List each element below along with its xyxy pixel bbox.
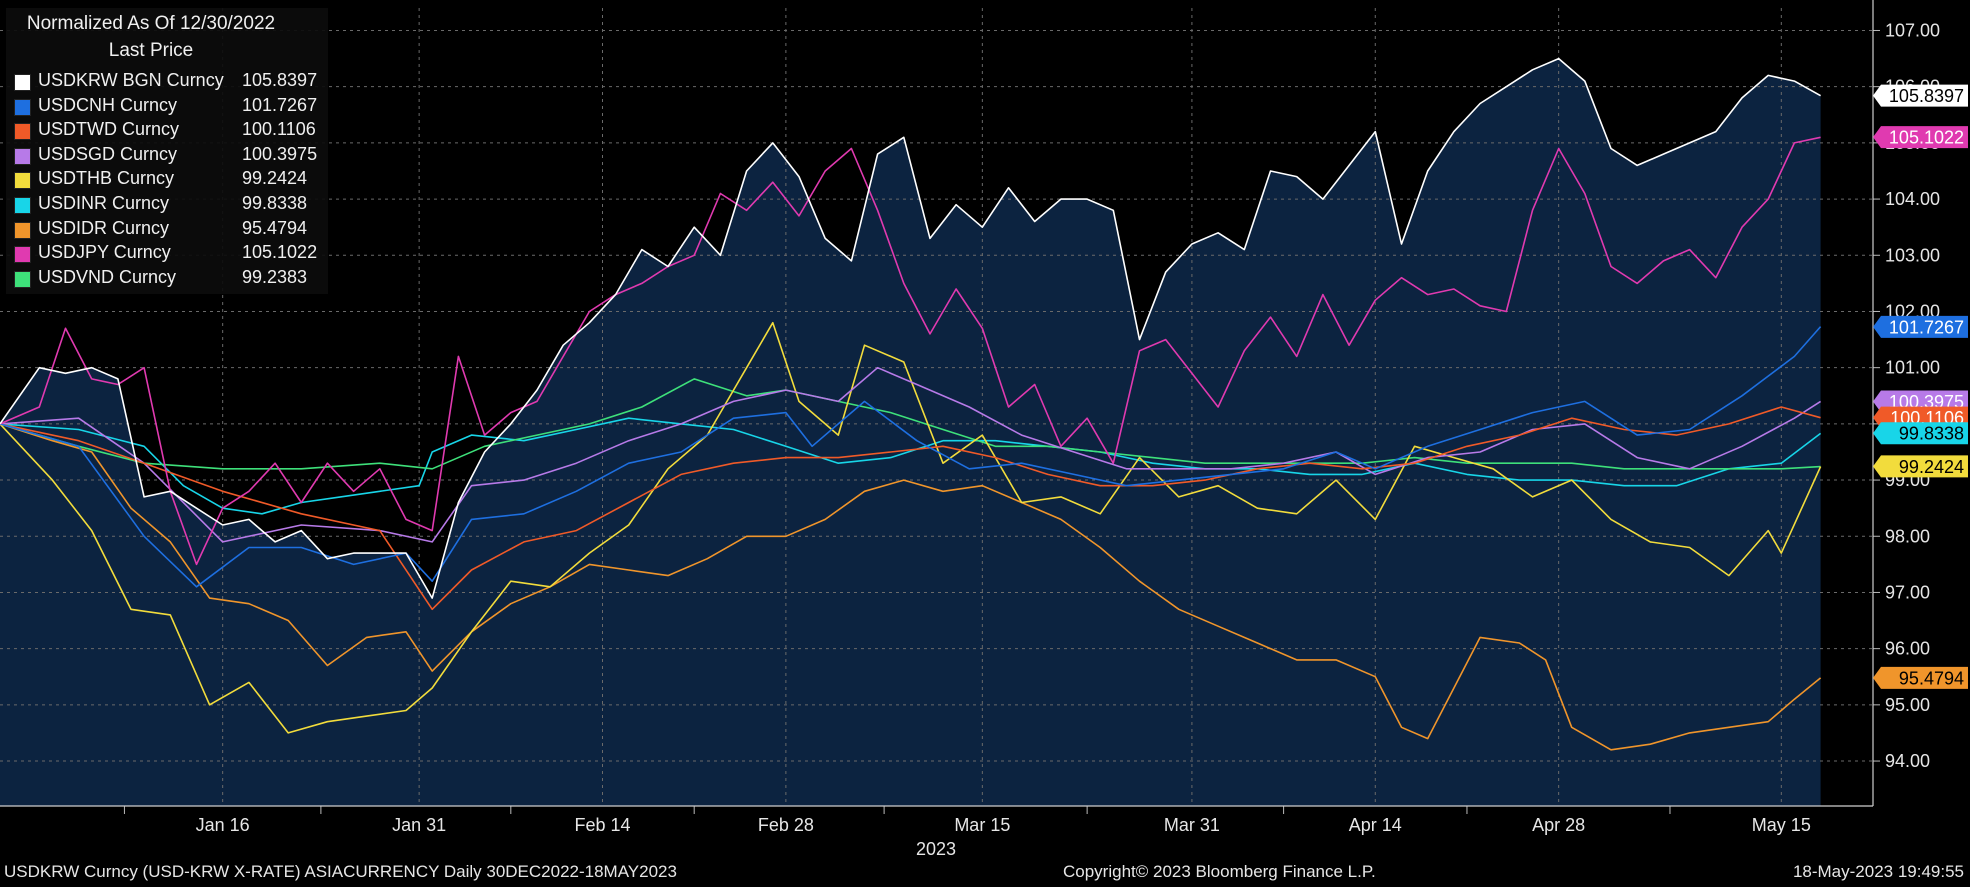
legend-series-name: USDVND Curncy: [38, 266, 177, 287]
legend-item: USDKRW BGN Curncy 105.8397: [14, 70, 334, 94]
last-value-tag: 101.7267: [1873, 315, 1968, 338]
legend-item: USDVND Curncy 99.2383: [14, 267, 334, 291]
y-tick-label: 96.00: [1885, 639, 1930, 659]
legend-item: USDTHB Curncy 99.2424: [14, 168, 334, 192]
legend-item: USDINR Curncy 99.8338: [14, 193, 334, 217]
x-tick-label: Mar 15: [954, 815, 1010, 835]
last-value-tag: 99.8338: [1873, 422, 1968, 445]
series-line-usdkrw: [0, 57, 1821, 599]
x-axis-label: 2023: [916, 839, 956, 859]
y-tick-label: 103.00: [1885, 245, 1940, 265]
legend-swatch: [14, 221, 31, 239]
footer-timestamp: 18-May-2023 19:49:55: [1792, 862, 1964, 881]
legend: Normalized As Of 12/30/2022 Last Price U…: [6, 8, 328, 294]
last-value-tag: 99.2424: [1873, 455, 1968, 478]
legend-series-last-price: 95.4794: [242, 217, 308, 238]
legend-series-last-price: 99.8338: [242, 193, 308, 213]
legend-series-last-price: 99.2383: [242, 266, 308, 287]
x-tick-label: Feb 14: [574, 815, 630, 835]
last-value-tag-text: 105.8397: [1889, 86, 1964, 106]
legend-series-name: USDIDR Curncy: [38, 217, 170, 238]
legend-title: Normalized As Of 12/30/2022: [26, 13, 276, 34]
legend-item: USDTWD Curncy 100.1106: [14, 119, 334, 143]
area-under-main-series: [0, 58, 1821, 807]
last-value-tag-box: [1873, 126, 1968, 149]
last-value-tag-text: 99.8338: [1899, 424, 1964, 444]
series-line-usdcnh: [0, 326, 1822, 588]
x-tick-label: Apr 28: [1532, 815, 1585, 835]
footer-copyright: Copyright© 2023 Bloomberg Finance L.P.: [1063, 862, 1376, 881]
x-tick-label: May 15: [1752, 815, 1811, 835]
legend-swatch: [14, 74, 31, 91]
last-value-tag-box: [1873, 455, 1968, 478]
series-line-usdjpy: [0, 136, 1821, 566]
y-tick-label: 97.00: [1885, 582, 1930, 602]
y-tick-label: 95.00: [1885, 695, 1930, 715]
last-value-tag-box: [1873, 666, 1968, 689]
legend-item: USDJPY Curncy 105.1022: [14, 242, 334, 266]
last-value-tag: 95.4794: [1873, 666, 1968, 689]
legend-series-last-price: 105.1022: [242, 242, 318, 263]
x-tick-label: Jan 16: [196, 815, 250, 835]
legend-swatch: [14, 147, 31, 165]
legend-series-last-price: 105.8397: [242, 70, 318, 90]
legend-swatch: [14, 270, 31, 288]
y-tick-label: 107.00: [1885, 20, 1940, 40]
series-line-usdtwd: [0, 406, 1821, 611]
area-fill: [0, 58, 1821, 807]
last-value-tags: 105.8397105.1022101.7267100.3975100.1106…: [1873, 84, 1968, 689]
legend-series-last-price: 100.3975: [242, 143, 318, 164]
x-tick-label: Mar 31: [1164, 815, 1220, 835]
legend-series-name: USDTHB Curncy: [38, 168, 175, 189]
last-value-tag-box: [1873, 315, 1968, 338]
series-line-usdvnd: [0, 378, 1821, 470]
legend-series-name: USDSGD Curncy: [38, 143, 178, 164]
y-tick-label: 94.00: [1885, 751, 1930, 771]
last-value-tag-text: 101.7267: [1889, 317, 1964, 337]
series-lines: [0, 57, 1822, 751]
legend-swatch: [14, 172, 31, 190]
series-line-usdsgd: [0, 366, 1822, 543]
legend-series-name: USDKRW BGN Curncy: [38, 70, 224, 90]
legend-series-name: USDJPY Curncy: [38, 242, 171, 263]
last-value-tag-box: [1873, 422, 1968, 445]
legend-swatch: [14, 98, 31, 116]
legend-item: USDIDR Curncy 95.4794: [14, 218, 334, 242]
x-tick-label: Feb 28: [758, 815, 814, 835]
legend-series-name: USDCNH Curncy: [38, 94, 178, 115]
series-line-usdinr: [0, 417, 1822, 515]
y-tick-label: 101.00: [1885, 358, 1940, 378]
legend-item: USDCNH Curncy 101.7267: [14, 95, 334, 119]
legend-swatch: [14, 123, 31, 141]
legend-series-last-price: 100.1106: [242, 119, 316, 140]
legend-swatch: [14, 246, 31, 264]
legend-item: USDSGD Curncy 100.3975: [14, 144, 334, 168]
last-value-tag-box: [1873, 84, 1968, 107]
last-value-tag-text: 95.4794: [1899, 668, 1964, 688]
legend-series-last-price: 99.2424: [242, 168, 308, 189]
legend-swatch: [14, 197, 31, 214]
y-tick-label: 104.00: [1885, 189, 1940, 209]
legend-series-name: USDINR Curncy: [38, 193, 170, 213]
legend-series-name: USDTWD Curncy: [38, 119, 180, 140]
x-tick-label: Apr 14: [1349, 815, 1402, 835]
last-value-tag-text: 99.2424: [1899, 457, 1964, 477]
last-value-tag: 105.8397: [1873, 84, 1968, 107]
footer-security-info: USDKRW Curncy (USD-KRW X-RATE) ASIACURRE…: [4, 862, 677, 881]
series-line-usdthb: [0, 321, 1822, 734]
legend-subtitle: Last Price: [108, 40, 194, 61]
x-tick-label: Jan 31: [392, 815, 446, 835]
last-value-tag-text: 105.1022: [1889, 128, 1964, 148]
series-line-usdidr: [0, 423, 1822, 751]
legend-series-last-price: 101.7267: [242, 94, 318, 115]
y-tick-label: 98.00: [1885, 526, 1930, 546]
last-value-tag: 105.1022: [1873, 126, 1968, 149]
